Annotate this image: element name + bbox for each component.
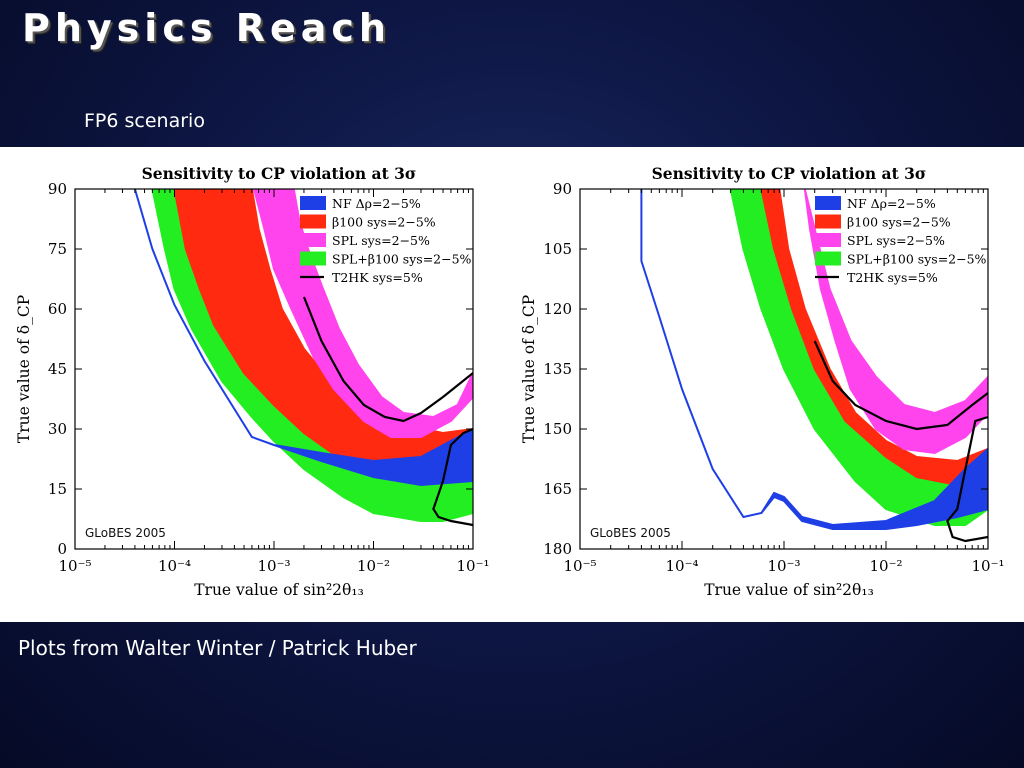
globes-watermark: GLoBES 2005: [85, 526, 166, 540]
y-axis-label: True value of δ_CP: [520, 295, 538, 443]
legend-label: NF Δρ=2−5%: [332, 196, 421, 211]
x-axis-label: True value of sin²2θ₁₃: [194, 581, 364, 599]
legend: NF Δρ=2−5% β100 sys=2−5% SPL sys=2−5% SPL+β…: [815, 196, 987, 285]
x-tick-label: 10⁻⁴: [665, 557, 698, 575]
x-tick-label: 10⁻⁵: [58, 557, 91, 575]
legend-swatch: [300, 196, 326, 210]
legend-label: T2HK sys=5%: [332, 270, 423, 285]
y-tick-label: 135: [543, 360, 572, 378]
y-tick-label: 120: [543, 300, 572, 318]
legend-swatch: [300, 214, 326, 229]
y-tick-label: 180: [543, 540, 572, 558]
x-tick-label: 10⁻²: [357, 557, 390, 575]
t2hk-line-2: [946, 415, 988, 543]
y-tick-label: 30: [48, 420, 67, 438]
y-tick-label: 165: [543, 480, 572, 498]
slide-subtitle: FP6 scenario: [84, 110, 205, 132]
legend-swatch: [815, 214, 841, 229]
band-1f3fe6: [133, 189, 473, 487]
band-1f3fe6: [640, 189, 988, 530]
chart-1: 90 75 60 45 30 15 010⁻⁵ 10⁻⁴ 10⁻³ 10⁻² 10⁻¹ Sensiti…: [15, 164, 490, 599]
legend-label: SPL+β100 sys=2−5%: [847, 252, 987, 267]
y-axis-label: True value of δ_CP: [15, 295, 33, 443]
t2hk-line: [813, 340, 988, 431]
y-tick-label: 90: [553, 180, 572, 198]
x-tick-label: 10⁻³: [257, 557, 290, 575]
t2hk-line: [302, 296, 473, 423]
globes-watermark: GLoBES 2005: [590, 526, 671, 540]
slide-title: Physics Reach: [22, 6, 391, 50]
band-ff44ee: [803, 189, 988, 455]
band-ff44ee: [252, 189, 473, 438]
legend-label: SPL sys=2−5%: [847, 233, 945, 248]
y-tick-label: 0: [57, 540, 67, 558]
chart-title: Sensitivity to CP violation at 3σ: [652, 164, 927, 183]
legend-label: SPL sys=2−5%: [332, 233, 430, 248]
legend-swatch: [815, 251, 841, 266]
x-tick-label: 10⁻¹: [971, 557, 1004, 575]
slide-footer: Plots from Walter Winter / Patrick Huber: [18, 636, 417, 660]
chart-title: Sensitivity to CP violation at 3σ: [142, 164, 417, 183]
x-tick-label: 10⁻⁴: [158, 557, 191, 575]
plot-area: [133, 189, 473, 527]
legend-swatch: [815, 196, 841, 210]
y-tick-label: 15: [48, 480, 67, 498]
figure-panel: 90 75 60 45 30 15 0 10⁻⁵ 10⁻⁴ 10⁻³ 10⁻² 10⁻¹ Sensiti…: [0, 147, 1024, 622]
x-axis-label: True value of sin²2θ₁₃: [704, 581, 874, 599]
x-tick-label: 10⁻¹: [456, 557, 489, 575]
y-tick-label: 90: [48, 180, 67, 198]
legend-label: β100 sys=2−5%: [332, 215, 436, 230]
y-tick-label: 105: [543, 240, 572, 258]
legend-label: NF Δρ=2−5%: [847, 196, 936, 211]
legend-swatch: [300, 251, 326, 266]
legend-label: β100 sys=2−5%: [847, 215, 951, 230]
x-tick-label: 10⁻⁵: [563, 557, 596, 575]
legend-swatch: [815, 233, 841, 247]
legend: NF Δρ=2−5% β100 sys=2−5% SPL sys=2−5% SPL+β…: [300, 196, 472, 285]
band-ff2a10: [760, 189, 988, 487]
legend-swatch: [300, 233, 326, 247]
legend-label: T2HK sys=5%: [847, 270, 938, 285]
x-tick-label: 10⁻²: [869, 557, 902, 575]
y-tick-label: 45: [48, 360, 67, 378]
plot-area: [640, 189, 988, 543]
y-tick-label: 150: [543, 420, 572, 438]
band-ff2a10: [173, 189, 473, 482]
y-tick-label: 60: [48, 300, 67, 318]
y-tick-label: 75: [48, 240, 67, 258]
x-tick-label: 10⁻³: [767, 557, 800, 575]
legend-label: SPL+β100 sys=2−5%: [332, 252, 472, 267]
t2hk-line-2: [432, 427, 473, 527]
